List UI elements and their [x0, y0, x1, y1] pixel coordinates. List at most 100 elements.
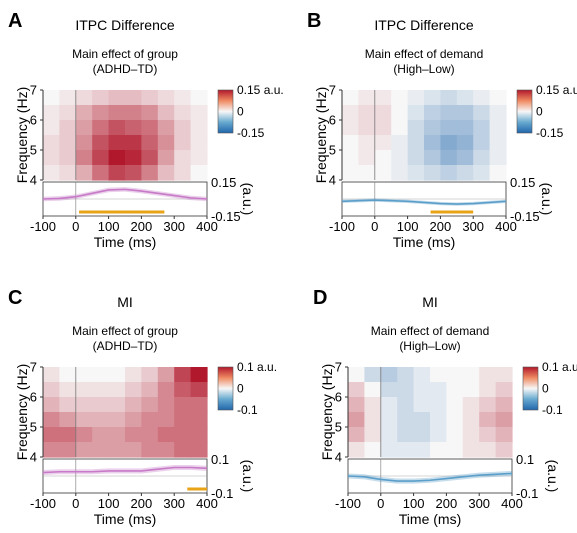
heatmap-cell — [59, 382, 77, 398]
heatmap-cell — [456, 135, 474, 151]
heatmap-cell — [479, 382, 497, 398]
heatmap-cell — [397, 427, 415, 443]
heatmap-cell — [108, 367, 126, 383]
panel-title: ITPC Difference — [75, 17, 175, 33]
heatmap-cell — [358, 150, 376, 166]
y-axis-label: Frequency (Hz) — [14, 364, 30, 460]
heatmap-cell — [348, 412, 365, 428]
heatmap-cell — [43, 135, 60, 151]
colorbar — [217, 366, 234, 411]
heatmap-cell — [190, 90, 208, 106]
panel-subtitle: Main effect of group — [72, 47, 178, 61]
heatmap-cell — [348, 382, 365, 398]
heatmap-cell — [174, 150, 192, 166]
trace-ytick-label: -0.15 — [211, 209, 241, 224]
panel-title: MI — [422, 294, 438, 310]
heatmap-cell — [446, 382, 464, 398]
heatmap-cell — [92, 105, 110, 121]
heatmap-cell — [125, 412, 142, 428]
heatmap-cell — [157, 397, 175, 413]
panel-letter: A — [8, 10, 22, 32]
heatmap-cell — [125, 397, 142, 413]
heatmap-cell — [92, 382, 110, 398]
heatmap-cell — [59, 367, 77, 383]
heatmap-cell — [108, 382, 126, 398]
panel-subtitle: (ADHD–TD) — [93, 62, 158, 76]
heatmap-cell — [348, 397, 365, 413]
x-tick-label: 400 — [196, 219, 218, 234]
heatmap-cell — [43, 150, 60, 166]
x-tick-label: 100 — [98, 219, 120, 234]
heatmap-cell — [92, 442, 110, 458]
heatmap-cell — [380, 367, 398, 383]
x-axis-label: Time (ms) — [393, 234, 455, 250]
heatmap-cell — [108, 135, 126, 151]
heatmap-cell — [92, 120, 110, 136]
trace-ylabel: (a.u.) — [539, 183, 555, 216]
heatmap-cell — [157, 135, 175, 151]
x-tick-label: -100 — [335, 496, 361, 511]
heatmap-cell — [407, 150, 425, 166]
heatmap-cell — [462, 412, 480, 428]
y-tick-label: 6 — [329, 113, 336, 128]
x-tick-label: -100 — [329, 219, 355, 234]
heatmap-cell — [456, 120, 474, 136]
heatmap-cell — [489, 150, 507, 166]
heatmap-cell — [141, 382, 159, 398]
heatmap-cell — [157, 120, 175, 136]
heatmap-cell — [479, 427, 497, 443]
heatmap-cell — [348, 367, 365, 383]
heatmap-cell — [397, 412, 415, 428]
heatmap-cell — [456, 150, 474, 166]
heatmap-cell — [473, 150, 491, 166]
heatmap-cell — [141, 165, 159, 181]
heatmap-cell — [157, 412, 175, 428]
heatmap-cell — [59, 165, 77, 181]
trace-ytick-label: -0.1 — [211, 486, 233, 501]
heatmap-cell — [413, 427, 431, 443]
panel-d: D MI Main effect of demand(High–Low) 4 5 6 7Fr… — [313, 287, 577, 527]
colorbar — [516, 89, 533, 134]
heatmap-cell — [407, 105, 425, 121]
y-tick-label: 4 — [335, 450, 342, 465]
trace-ytick-label: 0.1 — [516, 452, 534, 467]
heatmap-cell — [125, 105, 142, 121]
heatmap-cell — [364, 412, 382, 428]
heatmap-cell — [43, 382, 60, 398]
heatmap-cell — [413, 382, 431, 398]
heatmap-cell — [380, 397, 398, 413]
heatmap-cell — [364, 427, 382, 443]
colorbar-label: 0.1 a.u. — [237, 360, 277, 374]
heatmap-cell — [424, 105, 441, 121]
heatmap-cell — [174, 90, 192, 106]
y-tick-label: 6 — [30, 113, 37, 128]
heatmap-cell — [473, 165, 491, 181]
heatmap-cell — [407, 90, 425, 106]
heatmap-cell — [43, 427, 60, 443]
heatmap-cell — [108, 165, 126, 181]
heatmap-cell — [75, 150, 93, 166]
heatmap-cell — [59, 150, 77, 166]
heatmap-cell — [141, 105, 159, 121]
heatmap-cell — [174, 165, 192, 181]
heatmap-cell — [374, 90, 392, 106]
heatmap-cell — [108, 442, 126, 458]
heatmap-cell — [59, 120, 77, 136]
heatmap-cell — [358, 90, 376, 106]
heatmap-cell — [456, 165, 474, 181]
x-tick-label: 400 — [501, 496, 523, 511]
x-tick-label: 300 — [163, 219, 185, 234]
heatmap-cell — [190, 120, 208, 136]
heatmap-cell — [125, 427, 142, 443]
heatmap-cell — [473, 120, 491, 136]
y-tick-label: 7 — [335, 360, 342, 375]
heatmap-cell — [380, 382, 398, 398]
heatmap-cell — [59, 90, 77, 106]
heatmap-cell — [43, 397, 60, 413]
heatmap-cell — [495, 367, 513, 383]
heatmap-cell — [92, 135, 110, 151]
heatmap-cell — [413, 367, 431, 383]
heatmap-cell — [174, 427, 192, 443]
heatmap-cell — [75, 382, 93, 398]
heatmap-cell — [473, 90, 491, 106]
